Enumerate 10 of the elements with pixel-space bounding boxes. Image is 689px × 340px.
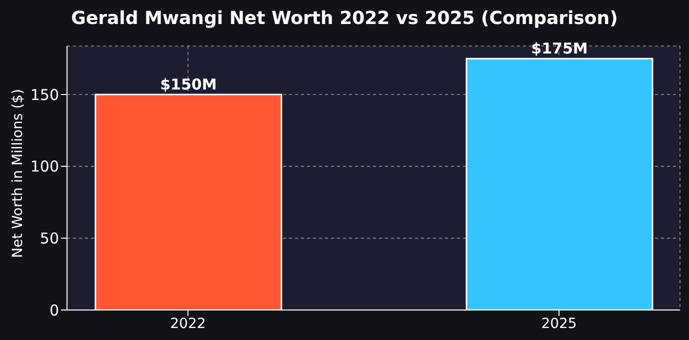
y-tick-label: 50 (40, 229, 59, 248)
data-label: $150M (160, 75, 217, 94)
chart-title: Gerald Mwangi Net Worth 2022 vs 2025 (Comparison) (70, 8, 619, 29)
data-label: $175M (531, 40, 588, 58)
x-tick-label: 2025 (541, 316, 577, 332)
x-tick-label: 2022 (170, 316, 206, 332)
y-tick-label: 100 (30, 158, 59, 176)
y-tick-label: 0 (49, 301, 59, 320)
y-axis-title: Net Worth in Millions ($) (10, 88, 26, 258)
y-tick-label: 150 (30, 86, 59, 104)
